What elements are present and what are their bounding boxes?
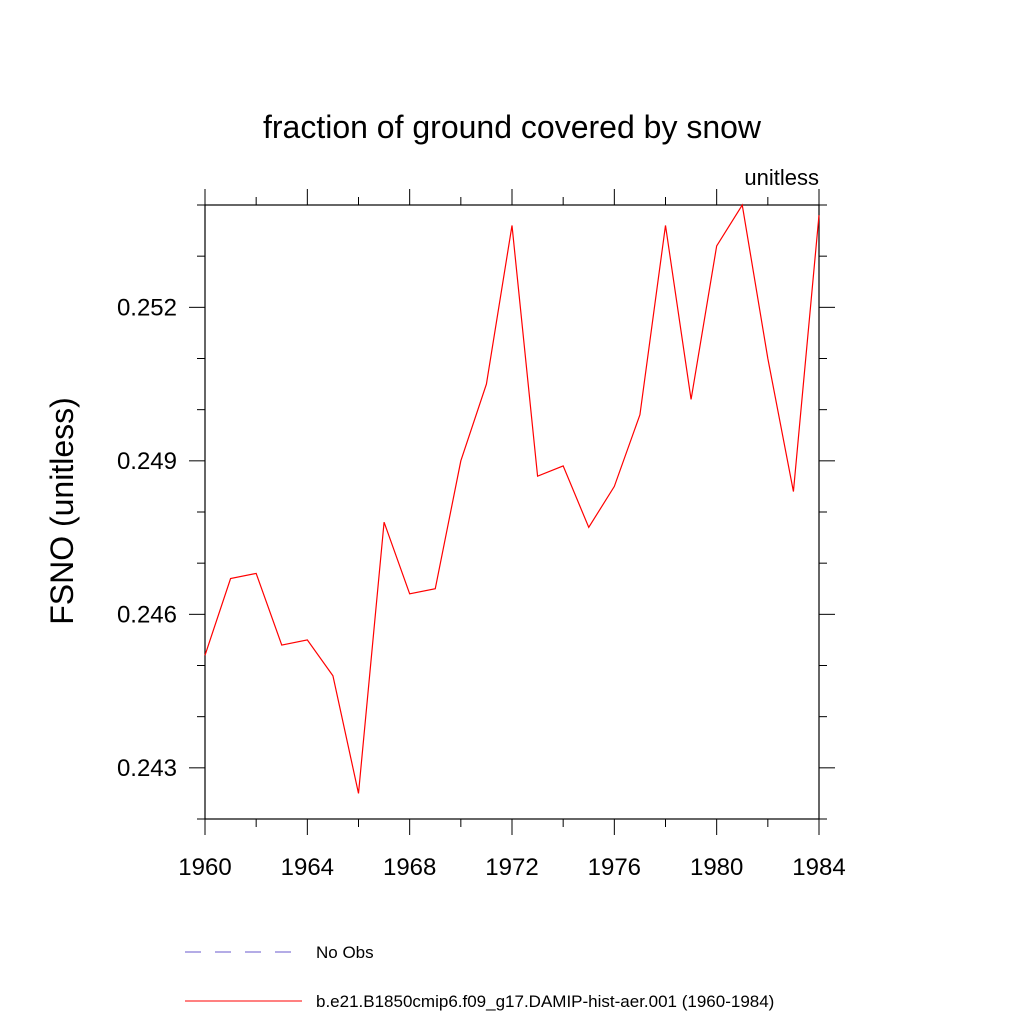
- y-tick-label: 0.243: [117, 755, 177, 782]
- y-tick-label: 0.249: [117, 448, 177, 475]
- x-tick-label: 1964: [281, 854, 334, 881]
- y-axis-label: FSNO (unitless): [44, 397, 80, 625]
- legend-label: No Obs: [316, 943, 374, 962]
- units-label: unitless: [744, 165, 819, 190]
- x-tick-label: 1984: [792, 854, 845, 881]
- legend-label: b.e21.B1850cmip6.f09_g17.DAMIP-hist-aer.…: [316, 992, 774, 1011]
- chart-title: fraction of ground covered by snow: [263, 109, 762, 145]
- y-tick-label: 0.246: [117, 601, 177, 628]
- x-tick-label: 1976: [588, 854, 641, 881]
- x-tick-label: 1972: [485, 854, 538, 881]
- x-tick-label: 1980: [690, 854, 743, 881]
- x-tick-label: 1968: [383, 854, 436, 881]
- x-tick-label: 1960: [178, 854, 231, 881]
- x-tick-labels: 1960 1964 1968 1972 1976 1980 1984: [178, 854, 845, 881]
- series-layer: [204, 203, 820, 794]
- axis-ticks: [189, 189, 835, 835]
- plot-frame: [204, 204, 820, 820]
- y-tick-label: 0.252: [117, 294, 177, 321]
- legend: No Obs b.e21.B1850cmip6.f09_g17.DAMIP-his…: [185, 943, 774, 1011]
- series-line: [204, 203, 820, 794]
- y-tick-labels: 0.243 0.246 0.249 0.252: [117, 294, 177, 781]
